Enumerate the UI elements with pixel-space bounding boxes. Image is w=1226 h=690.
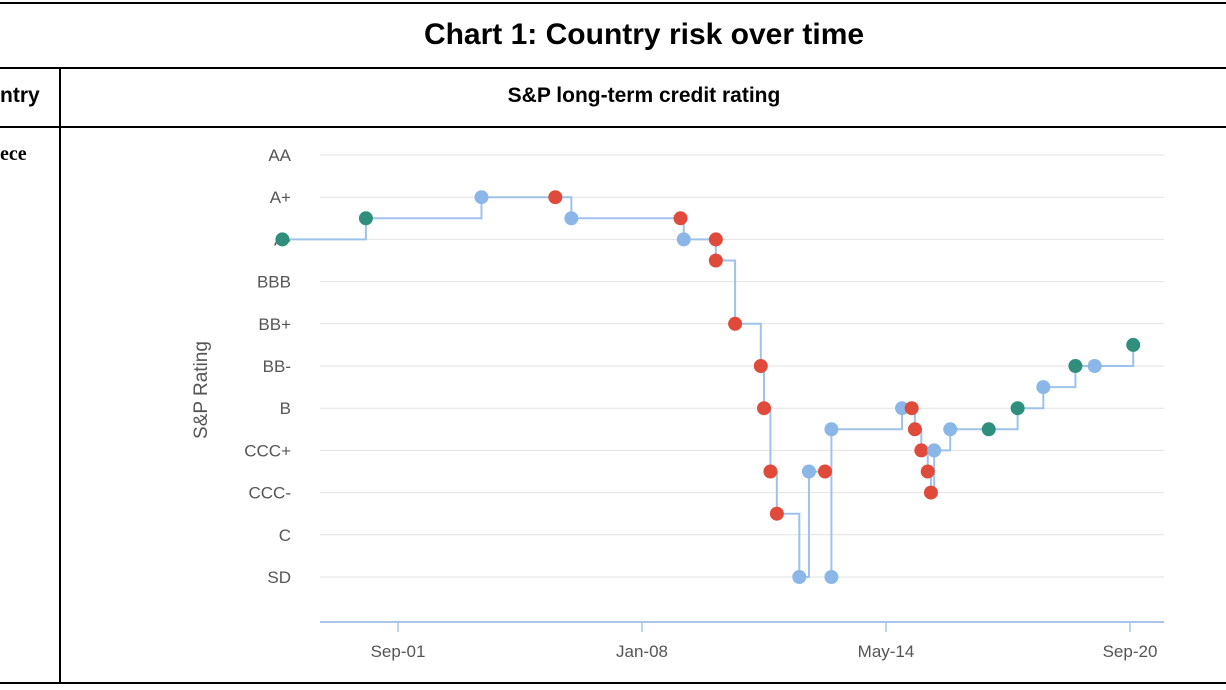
data-point bbox=[753, 359, 768, 373]
y-tick-label: C bbox=[279, 526, 291, 545]
title-divider bbox=[0, 67, 1226, 69]
data-point bbox=[824, 422, 839, 437]
y-tick-label: A+ bbox=[270, 188, 291, 207]
data-point bbox=[801, 464, 816, 479]
data-point bbox=[676, 232, 691, 247]
data-point bbox=[728, 316, 743, 331]
x-tick-label: Sep-01 bbox=[371, 642, 426, 661]
x-axis: Sep-01 Jan-08 May-14 Sep-20 bbox=[320, 621, 1164, 661]
data-point bbox=[923, 485, 938, 500]
data-point bbox=[907, 422, 922, 437]
data-point bbox=[763, 464, 778, 479]
data-point bbox=[904, 401, 919, 416]
y-tick-label: AA bbox=[268, 146, 291, 165]
data-point bbox=[474, 190, 489, 205]
y-tick-label: SD bbox=[267, 568, 291, 587]
data-point bbox=[1068, 359, 1083, 373]
data-point bbox=[927, 443, 942, 458]
data-point bbox=[981, 422, 996, 437]
data-point bbox=[708, 253, 723, 268]
x-tick-label: Sep-20 bbox=[1103, 642, 1158, 661]
column-divider bbox=[59, 67, 61, 682]
data-point bbox=[757, 401, 771, 416]
data-point bbox=[548, 190, 563, 205]
grid-lines bbox=[320, 154, 1164, 578]
x-tick-label: May-14 bbox=[858, 642, 915, 661]
x-tick-label: Jan-08 bbox=[616, 642, 668, 661]
data-point bbox=[1087, 359, 1102, 373]
header-divider bbox=[0, 126, 1226, 128]
chart-title: Chart 1: Country risk over time bbox=[423, 18, 865, 51]
y-tick-label: B bbox=[280, 399, 291, 418]
y-tick-label: BBB bbox=[257, 273, 291, 292]
data-point bbox=[1010, 401, 1025, 416]
column-header-country: ntry bbox=[0, 84, 40, 107]
row-label-country: ece bbox=[0, 143, 27, 165]
data-point bbox=[824, 570, 839, 584]
y-tick-label: BB- bbox=[263, 357, 291, 376]
data-point bbox=[914, 443, 929, 458]
y-tick-label: CCC- bbox=[249, 484, 292, 503]
data-point bbox=[564, 211, 579, 226]
data-point bbox=[920, 464, 935, 479]
data-point bbox=[818, 464, 832, 479]
data-point bbox=[275, 232, 290, 247]
column-header-rating: S&P long-term credit rating bbox=[507, 84, 781, 107]
data-point bbox=[943, 422, 958, 437]
series-points bbox=[275, 190, 1141, 584]
series-line bbox=[282, 196, 1135, 578]
rating-step-line bbox=[282, 196, 1135, 578]
data-point bbox=[792, 570, 807, 584]
data-point bbox=[708, 232, 723, 247]
data-point bbox=[895, 401, 910, 416]
data-point bbox=[1126, 337, 1141, 352]
data-point bbox=[1036, 380, 1051, 395]
y-tick-label: CCC+ bbox=[244, 441, 291, 460]
table-bottom-border bbox=[0, 682, 1226, 684]
y-axis-title: S&P Rating bbox=[191, 341, 212, 439]
table-top-border bbox=[0, 2, 1226, 4]
data-point bbox=[673, 211, 688, 226]
data-point bbox=[769, 506, 784, 521]
data-point bbox=[358, 211, 373, 226]
y-tick-label: BB+ bbox=[258, 315, 291, 334]
